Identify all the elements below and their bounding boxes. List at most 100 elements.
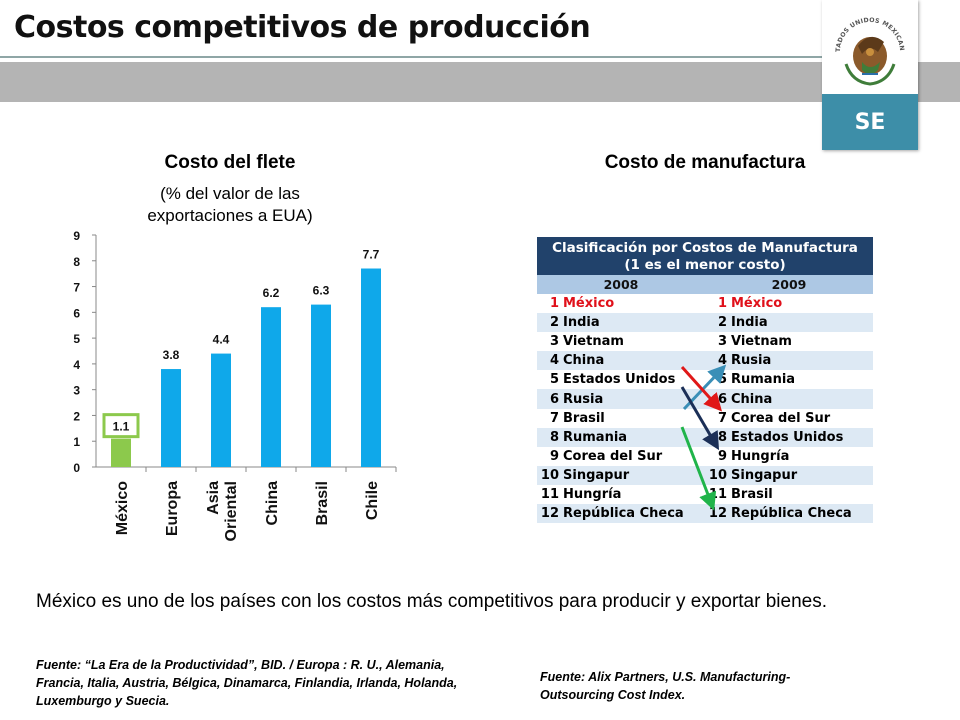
rank-2009: 3 [705,332,731,352]
country-2008: China [563,351,705,371]
table-row: 5 Estados Unidos 5 Rumania [537,370,873,390]
country-2008: Corea del Sur [563,446,705,466]
rank-2008: 5 [537,370,563,390]
country-2008: Rumania [563,427,705,447]
table-row: 8 Rumania 8 Estados Unidos [537,427,873,447]
table-title-line2: (1 es el menor costo) [624,257,786,273]
table-row: 3 Vietnam 3 Vietnam [537,332,873,352]
country-2009: Brasil [731,484,873,505]
country-2009: Estados Unidos [731,427,873,447]
rank-2009: 9 [705,446,731,466]
country-2008: Hungría [563,484,705,505]
country-2009: Rumania [731,370,873,390]
rank-2008: 4 [537,351,563,371]
x-tick-label-group: México [114,481,131,535]
table-row: 6 Rusia 6 China [537,389,873,409]
x-tick-label: Oriental [223,481,240,541]
y-tick-label: 0 [73,461,80,475]
x-tick-label: México [114,481,131,535]
table-row: 1 México 1 México [537,294,873,314]
country-2009: Rusia [731,351,873,371]
y-tick-label: 6 [73,306,80,320]
data-label: 7.7 [363,248,380,262]
bar [161,369,181,467]
x-tick-label: Brasil [314,481,331,525]
table-row: 4 China 4 Rusia [537,351,873,371]
x-tick-label-group: Chile [364,481,381,520]
y-tick-label: 9 [73,229,80,243]
logo-label: SE [822,94,918,150]
country-2009: India [731,313,873,333]
arrow-china-down [680,365,723,412]
table-row: 12 República Checa 12 República Checa [537,504,873,524]
bar [211,353,231,467]
freight-subtitle-line1: (% del valor de las [160,184,300,203]
freight-subtitle-line2: exportaciones a EUA) [147,206,313,225]
country-2008: Vietnam [563,332,705,352]
x-tick-label: Asia [205,481,222,515]
rank-2009: 1 [705,294,731,314]
bar [361,268,381,467]
rank-2008: 10 [537,465,563,485]
x-tick-label-group: Brasil [314,481,331,525]
title-divider [0,56,822,58]
freight-bar-chart: 0 1 2 3 4 5 6 7 8 9 1.1 México 3.8 Europa 4.4 Asia Orien… [73,229,397,541]
table-row: 10 Singapur 10 Singapur [537,465,873,485]
rank-2008: 7 [537,408,563,428]
table-header: Clasificación por Costos de Manufactura … [537,237,873,275]
rank-2008: 1 [537,294,563,314]
manufacturing-ranking-table: Clasificación por Costos de Manufactura … [537,237,873,524]
rank-2008: 11 [537,484,563,505]
rank-2008: 6 [537,389,563,409]
bar-highlight [111,438,131,467]
country-2008: República Checa [563,504,705,524]
country-2009: Corea del Sur [731,408,873,428]
source-note-freight: Fuente: “La Era de la Productividad”, BI… [36,658,458,708]
x-tick-label: Chile [364,481,381,520]
rank-2009: 7 [705,408,731,428]
country-2008: India [563,313,705,333]
table-title-line1: Clasificación por Costos de Manufactura [552,240,858,256]
country-2008: Rusia [563,389,705,409]
year-2008-header: 2008 [537,275,705,294]
eagle-seal-icon: ESTADOS UNIDOS MEXICANOS [832,8,905,86]
country-2008: Brasil [563,408,705,428]
page-title: Costos competitivos de producción [14,10,591,45]
y-tick-label: 3 [73,384,80,398]
data-label: 6.3 [313,284,330,298]
x-tick-label-group: Europa [164,481,181,536]
data-label: 1.1 [113,420,130,434]
y-tick-label: 4 [73,358,80,372]
rank-2008: 9 [537,446,563,466]
data-label: 6.2 [263,286,280,300]
country-2009: Vietnam [731,332,873,352]
y-tick-label: 2 [73,409,80,423]
rank-2008: 12 [537,504,563,524]
table-row: 2 India 2 India [537,313,873,333]
rank-2009: 2 [705,313,731,333]
summary-text: México es uno de los países con los cost… [36,591,827,612]
year-2009-header: 2009 [705,275,873,294]
rank-2009: 10 [705,465,731,485]
rank-2008: 2 [537,313,563,333]
data-label: 4.4 [213,333,230,347]
country-2009: Hungría [731,446,873,466]
rank-2008: 3 [537,332,563,352]
country-2009: República Checa [731,504,873,524]
country-2009: China [731,389,873,409]
table-row: 9 Corea del Sur 9 Hungría [537,446,873,466]
arrow-usa-down [680,386,720,451]
source-note-manufacturing: Fuente: Alix Partners, U.S. Manufacturin… [540,670,791,702]
country-2008: Estados Unidos [563,370,705,390]
table-row: 7 Brasil 7 Corea del Sur [537,408,873,428]
y-tick-label: 5 [73,332,80,346]
freight-chart-title: Costo del flete [164,152,296,173]
y-tick-label: 7 [73,281,80,295]
country-2008: México [563,294,705,314]
y-tick-label: 1 [73,435,80,449]
manufacturing-title: Costo de manufactura [604,152,806,173]
x-tick-label: China [264,481,281,526]
rank-2008: 8 [537,427,563,447]
header-band [0,62,960,102]
bar [261,307,281,467]
